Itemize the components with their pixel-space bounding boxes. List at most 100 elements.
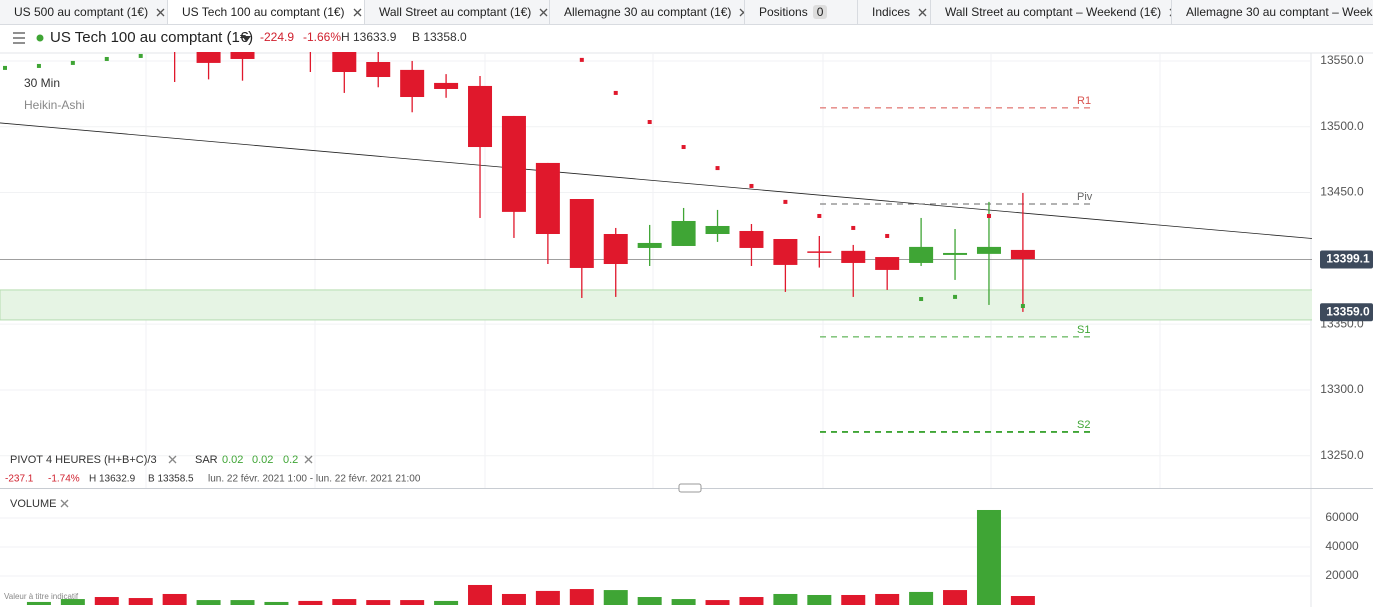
tab-close[interactable] [156,8,165,17]
candle-body [535,162,560,235]
candle-body [569,199,594,268]
sar-dot [104,56,109,61]
chart-style: Heikin-Ashi [24,98,85,112]
y-tick-label: 40000 [1325,539,1359,553]
indicator-param: 0.2 [283,454,298,466]
close-icon[interactable] [304,455,313,464]
summary-pct: -1.74% [48,474,80,485]
close-icon[interactable] [168,455,177,464]
candle-body [841,250,866,263]
candle-body [603,234,628,265]
tab-label: Allemagne 30 au comptant (1€) [564,5,732,19]
summary-change: -237.1 [5,474,34,485]
candle-body [366,62,391,78]
y-tick-label: 13500.0 [1320,119,1364,133]
timeframe: 30 Min [24,76,60,90]
tab[interactable]: Positions 0 [745,0,858,24]
candle-body [230,52,255,59]
tab-close[interactable] [918,8,927,17]
tab-label: Indices [872,5,911,19]
tab[interactable]: Allemagne 30 au comptant – Weekend (1€) [1172,0,1373,24]
volume-bar [434,600,459,605]
volume-bar [332,599,357,605]
volume-bar [909,591,934,605]
candle-body [332,52,357,73]
volume-bar [841,594,866,605]
y-tick-label: 13250.0 [1320,448,1364,462]
sar-dot [681,145,686,150]
y-tick-label: 20000 [1325,568,1359,582]
volume-bar [128,598,153,605]
volume-bar [264,601,289,605]
sar-dot [3,65,7,70]
indicator-param: (H+B+C)/3 [104,454,157,466]
sar-dot [986,213,991,218]
zone [0,289,1312,321]
sar-dot [613,90,618,95]
instrument[interactable]: US Tech 100 au comptant (1€) [50,29,253,46]
price-tag [1320,303,1373,322]
volume-bar [162,593,187,605]
tab-close[interactable] [739,8,745,17]
candle-body [400,69,425,98]
candle-body [807,251,832,253]
pivot-label: S1 [1077,324,1090,336]
y-tick-label: 13300.0 [1320,382,1364,396]
summary-range: lun. 22 févr. 2021 1:00 - lun. 22 févr. … [208,474,421,485]
menu-icon[interactable] [13,32,25,44]
indicator-param: 0.02 [252,454,273,466]
volume-bar [26,601,51,605]
sar-dot [749,183,754,188]
candle-body [909,246,934,263]
close-icon[interactable] [60,499,69,508]
candle-body [1010,249,1035,260]
tab[interactable]: Wall Street au comptant – Weekend (1€) [931,0,1172,24]
volume-bar [773,593,798,605]
volume-bar [943,590,968,605]
candle-body [705,225,730,235]
candle-body [468,85,493,148]
volume-bar [739,597,764,605]
pivot-label: S2 [1077,419,1090,431]
volume-bar [976,509,1001,605]
tab[interactable]: Indices [858,0,931,24]
volume-bar [1010,596,1035,605]
sar-dot [1020,303,1025,308]
candle-body [773,239,798,265]
y-tick-label: 60000 [1325,510,1359,524]
tab-close[interactable] [539,8,548,17]
tab-label: US 500 au comptant (1€) [14,5,149,19]
volume-bar [366,600,391,605]
price-tag [1320,250,1373,269]
y-tick-label: 13450.0 [1320,185,1364,199]
sar-dot [579,57,584,62]
resize-handle[interactable] [678,483,702,493]
volume-title: VOLUME [10,498,56,510]
tab[interactable]: US Tech 100 au comptant (1€) [168,0,365,24]
tab-close[interactable] [353,8,362,17]
candle-body [671,220,696,246]
sar-dot [885,233,890,238]
tab[interactable]: Allemagne 30 au comptant (1€) [550,0,745,24]
volume-bar [400,600,425,605]
volume-bar [196,600,221,605]
pivot-label: Piv [1077,191,1093,203]
volume-bar [230,600,255,605]
candle-body [739,230,764,248]
tab[interactable]: US 500 au comptant (1€) [0,0,168,24]
volume-bar [501,593,526,605]
sar-dot [70,60,75,65]
tab-bar: US 500 au comptant (1€) US Tech 100 au co… [0,0,1373,25]
status-dot [36,34,44,42]
indicator-name: PIVOT [10,454,43,466]
tab[interactable]: Wall Street au comptant (1€) [365,0,550,24]
volume-note: Valeur à titre indicatif [4,592,79,601]
volume-bar [875,593,900,605]
pivot-label: R1 [1077,95,1091,107]
volume-bar [705,600,730,605]
change: -224.9 [260,30,294,44]
sar-dot [919,297,924,302]
dropdown-caret[interactable] [242,36,251,42]
sar-dot [783,199,788,204]
tab-badge: 0 [812,5,828,19]
